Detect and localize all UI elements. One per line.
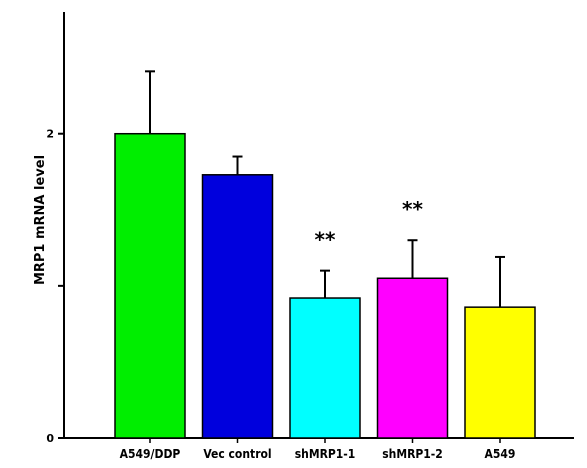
x-tick-label: A549 [485, 447, 516, 461]
x-tick-label: Vec control [203, 447, 271, 461]
bars [114, 132, 536, 439]
significance-annotations: ** ** [315, 197, 424, 251]
bar [376, 277, 449, 439]
x-tick-label: shMRP1-2 [382, 447, 443, 461]
bar [289, 297, 361, 439]
y-tick-label: 0 [46, 432, 54, 445]
significance-label: ** [402, 197, 423, 221]
bar [201, 174, 274, 439]
x-tick-labels: A549/DDP Vec control shMRP1-1 shMRP1-2 A549 [120, 438, 516, 461]
y-ticks: 02 [46, 128, 64, 445]
error-bars [145, 70, 505, 308]
bar [464, 306, 536, 439]
significance-label: ** [315, 228, 336, 252]
y-axis-title: MRP1 mRNA level [33, 155, 48, 285]
y-tick-label: 2 [46, 128, 54, 141]
bar [114, 132, 186, 439]
x-tick-label: A549/DDP [120, 447, 181, 461]
x-tick-label: shMRP1-1 [295, 447, 356, 461]
